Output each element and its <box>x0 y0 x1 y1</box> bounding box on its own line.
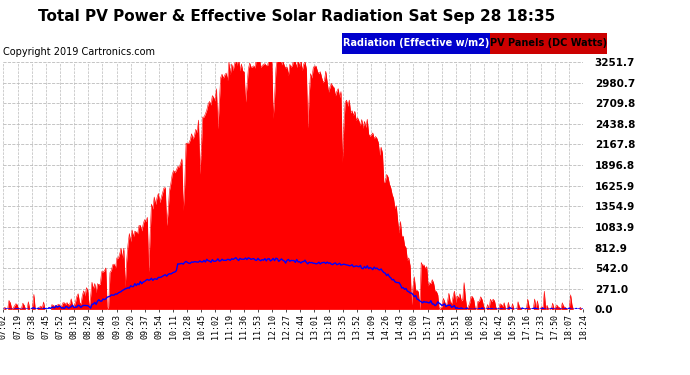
Text: PV Panels (DC Watts): PV Panels (DC Watts) <box>490 39 607 48</box>
Bar <box>342 33 490 54</box>
Text: Total PV Power & Effective Solar Radiation Sat Sep 28 18:35: Total PV Power & Effective Solar Radiati… <box>38 9 555 24</box>
Text: Copyright 2019 Cartronics.com: Copyright 2019 Cartronics.com <box>3 47 155 57</box>
Text: Radiation (Effective w/m2): Radiation (Effective w/m2) <box>342 39 489 48</box>
Bar <box>490 33 607 54</box>
